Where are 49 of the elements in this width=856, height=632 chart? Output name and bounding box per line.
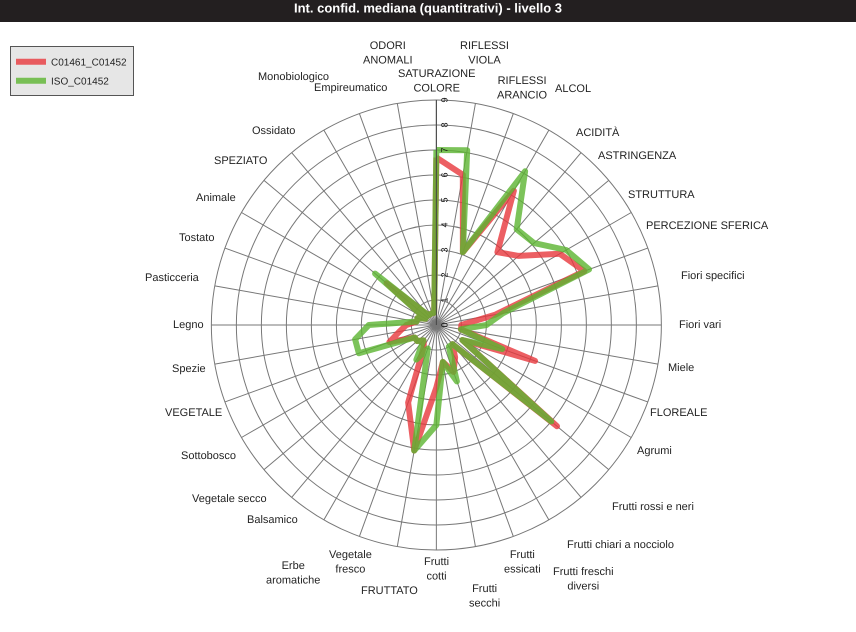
y-tick-label: 0: [440, 322, 450, 328]
spoke-label: Frutti chiari a nocciolo: [567, 539, 674, 551]
spoke-label: ACIDITÀ: [576, 126, 620, 139]
spoke-label: Frutti secchi: [469, 583, 500, 610]
y-tick-label: 4: [440, 222, 450, 228]
spoke-label: Ossidato: [252, 125, 296, 137]
spoke-label: Fiori specifici: [681, 270, 745, 282]
spoke-label: SATURAZIONE COLORE: [398, 68, 476, 94]
spoke-label: Vegetale secco: [192, 493, 267, 505]
y-tick-label: 2: [440, 272, 450, 278]
y-tick-label: 9: [440, 97, 450, 103]
y-tick-label: 6: [440, 172, 450, 178]
spoke-label: Frutti freschi diversi: [553, 566, 614, 592]
spoke-label: FRUTTATO: [361, 585, 418, 597]
spoke-label: Balsamico: [247, 514, 298, 526]
spoke-label: Vegetale fresco: [329, 549, 372, 576]
spoke-label: ODORI ANOMALI: [363, 40, 413, 66]
y-tick-label: 7: [440, 147, 450, 153]
spoke-label: Monobiologico: [258, 71, 329, 83]
spoke-label: ALCOL: [555, 83, 592, 95]
y-tick-label: 3: [440, 247, 450, 253]
spoke-label: Frutti rossi e neri: [612, 501, 694, 513]
spoke-label: Legno: [173, 319, 204, 331]
spoke-label: Pasticceria: [145, 272, 200, 284]
spoke-label: Frutti essicati: [504, 549, 541, 576]
spoke-label: Spezie: [172, 363, 206, 375]
spoke-label: Fiori vari: [679, 319, 722, 331]
legend-label: ISO_C01452: [51, 76, 110, 88]
spoke-label: PERCEZIONE SFERICA: [646, 220, 769, 232]
chart-title: Int. confid. mediana (quantitrativi) - livello 3: [294, 0, 562, 16]
spoke-label: Empireumatico: [314, 82, 388, 94]
spoke-label: RIFLESSI VIOLA: [460, 40, 509, 66]
spoke-label: Sottobosco: [181, 450, 236, 462]
y-tick-label: 5: [440, 197, 450, 203]
spoke-label: STRUTTURA: [628, 189, 696, 201]
spoke-label: Erbe aromatiche: [266, 560, 320, 586]
legend-label: C01461_C01452: [51, 58, 128, 69]
spoke-label: ASTRINGENZA: [598, 150, 677, 162]
spoke-label: Animale: [196, 192, 236, 204]
y-tick-label: 1: [440, 297, 450, 303]
spoke-label: FLOREALE: [650, 407, 708, 419]
spoke-label: Frutti cotti: [424, 556, 450, 582]
y-tick-label: 8: [440, 122, 450, 128]
spoke-label: Tostato: [179, 232, 214, 244]
spoke-label: SPEZIATO: [214, 155, 268, 167]
spoke-label: VEGETALE: [165, 407, 222, 419]
spoke-label: Agrumi: [637, 445, 672, 457]
spoke-label: Miele: [668, 362, 694, 374]
spoke-label: RIFLESSI ARANCIO: [497, 75, 548, 102]
